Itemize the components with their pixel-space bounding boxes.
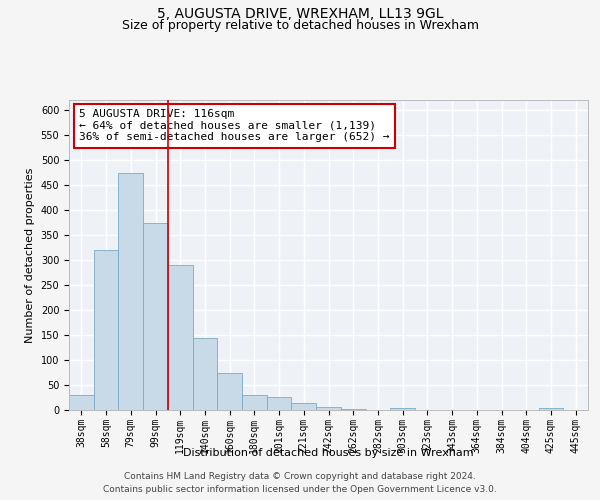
Bar [217,372,242,410]
Bar [69,395,94,410]
Text: Size of property relative to detached houses in Wrexham: Size of property relative to detached ho… [121,19,479,32]
Bar [168,265,193,410]
Bar [118,172,143,410]
Bar [316,407,341,410]
Y-axis label: Number of detached properties: Number of detached properties [25,168,35,342]
Bar [94,250,118,410]
Bar [193,338,217,410]
Bar [267,396,292,410]
Bar [539,408,563,410]
Bar [242,395,267,410]
Text: 5, AUGUSTA DRIVE, WREXHAM, LL13 9GL: 5, AUGUSTA DRIVE, WREXHAM, LL13 9GL [157,8,443,22]
Bar [390,408,415,410]
Bar [292,403,316,410]
Text: Distribution of detached houses by size in Wrexham: Distribution of detached houses by size … [184,448,474,458]
Text: Contains HM Land Registry data © Crown copyright and database right 2024.
Contai: Contains HM Land Registry data © Crown c… [103,472,497,494]
Bar [341,408,365,410]
Text: 5 AUGUSTA DRIVE: 116sqm
← 64% of detached houses are smaller (1,139)
36% of semi: 5 AUGUSTA DRIVE: 116sqm ← 64% of detache… [79,110,390,142]
Bar [143,222,168,410]
